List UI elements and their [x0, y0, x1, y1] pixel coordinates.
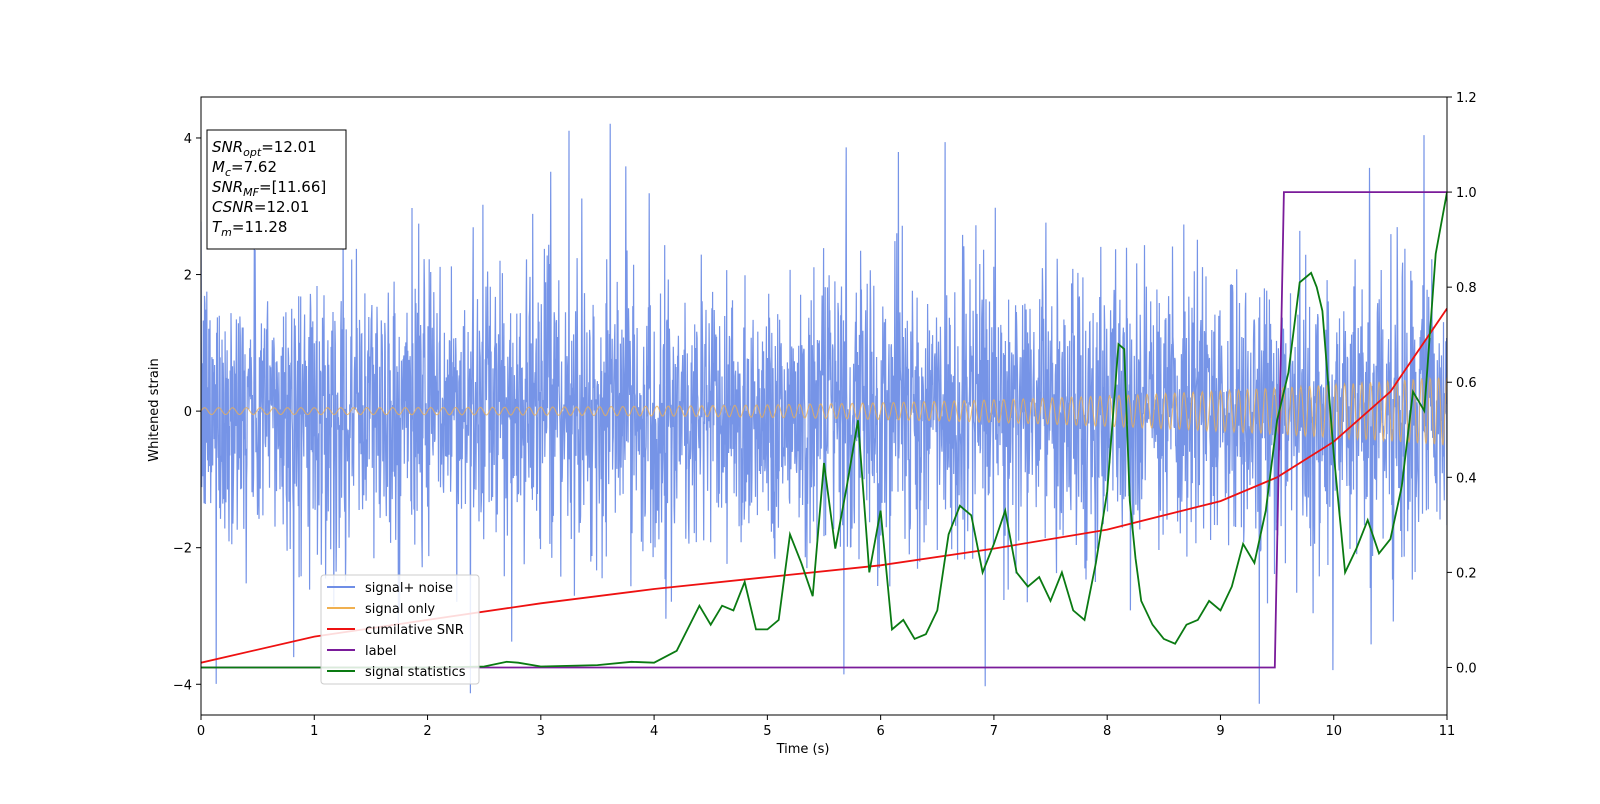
- y-tick-label: −4: [173, 678, 192, 693]
- x-tick-label: 8: [1103, 724, 1111, 739]
- info-box-line: CSNR=12.01: [212, 198, 309, 216]
- y2-tick-label: 0.8: [1456, 281, 1477, 296]
- legend-label: cumilative SNR: [365, 623, 464, 638]
- y2-tick-label: 0.0: [1456, 661, 1477, 676]
- y2-tick-label: 0.6: [1456, 376, 1477, 391]
- x-tick-label: 0: [197, 724, 205, 739]
- y-tick-label: 4: [184, 132, 192, 147]
- plot-frame: [200, 96, 1448, 716]
- y2-tick-label: 1.0: [1456, 186, 1477, 201]
- info-box-line: SNRopt=12.01: [212, 138, 317, 159]
- x-tick-label: 1: [310, 724, 318, 739]
- legend-label: signal statistics: [365, 665, 466, 680]
- series-signal-statistics-line: [201, 191, 1447, 669]
- y-axis-label: Whitened strain: [147, 358, 162, 461]
- legend-label: signal only: [365, 602, 435, 617]
- series-signal-noise-line: [201, 123, 1447, 704]
- info-box-line: SNRMF=[11.66]: [212, 178, 326, 199]
- legend-frame: [320, 574, 480, 685]
- x-tick-label: 2: [423, 724, 431, 739]
- x-tick-label: 10: [1325, 724, 1342, 739]
- x-tick-label: 7: [990, 724, 998, 739]
- series-label-line: [201, 191, 1447, 669]
- info-box-frame: [206, 129, 347, 250]
- info-box: SNRopt=12.01Mc=7.62SNRMF=[11.66]CSNR=12.…: [206, 129, 347, 250]
- y2-tick-label: 0.2: [1456, 566, 1477, 581]
- info-box-line: Mc=7.62: [212, 158, 277, 179]
- y2-tick-label: 0.4: [1456, 471, 1477, 486]
- x-tick-label: 9: [1216, 724, 1224, 739]
- x-tick-label: 11: [1439, 724, 1456, 739]
- legend: signal+ noise signal only cumilative SNR la…: [320, 574, 480, 685]
- axes: 0 1 2 3 4 5 6 7 8 9 10 11 −4 −2 0 2 4 0.0 0.2 0.4 0.6 0.8 1.0 1…: [173, 91, 1477, 739]
- y-tick-label: −2: [173, 542, 192, 557]
- x-tick-label: 6: [876, 724, 884, 739]
- legend-label: signal+ noise: [365, 581, 453, 596]
- x-axis-label: Time (s): [776, 742, 830, 757]
- x-tick-label: 3: [537, 724, 545, 739]
- info-box-line: Tm=11.28: [212, 218, 287, 239]
- y2-tick-label: 1.2: [1456, 91, 1477, 106]
- legend-label: label: [365, 644, 396, 659]
- x-tick-label: 5: [763, 724, 771, 739]
- x-tick-label: 4: [650, 724, 658, 739]
- y-tick-label: 2: [184, 269, 192, 284]
- y-tick-label: 0: [184, 405, 192, 420]
- series-signal-only-line: [201, 376, 1447, 446]
